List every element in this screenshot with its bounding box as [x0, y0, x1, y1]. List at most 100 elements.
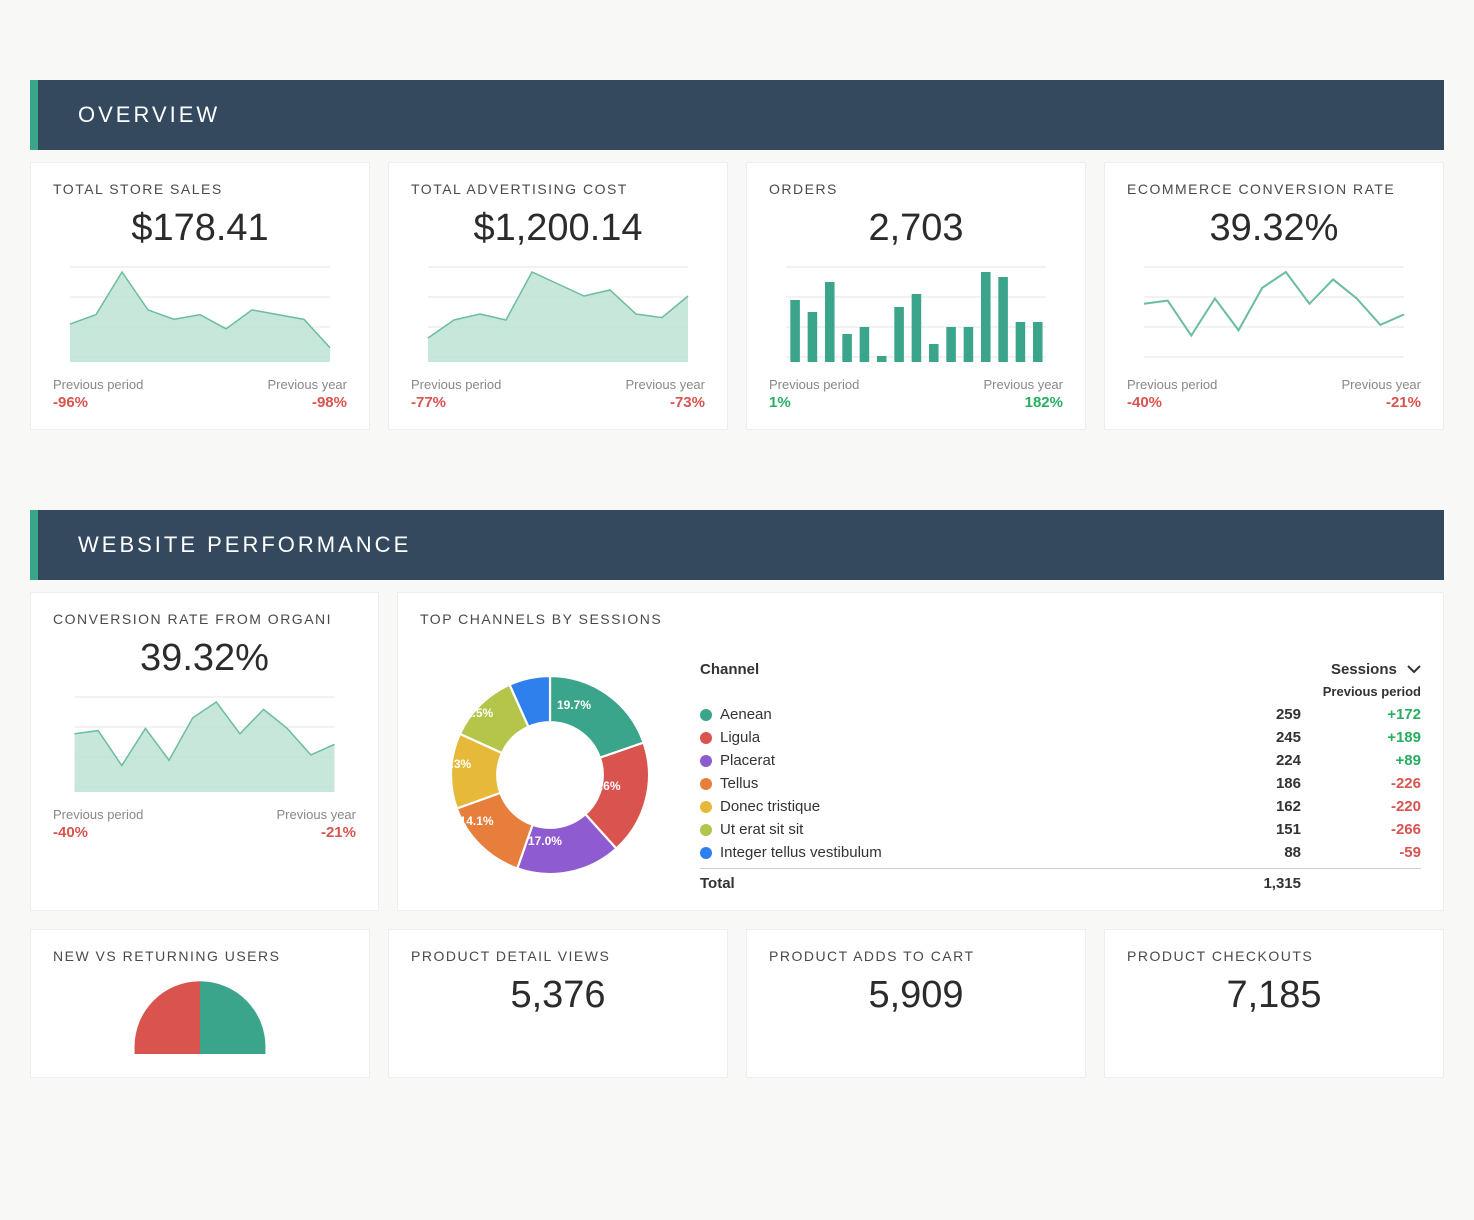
section-header-website: WEBSITE PERFORMANCE [30, 510, 1444, 580]
prev-period-label: Previous period [1127, 377, 1217, 392]
metric-card: TOTAL STORE SALES $178.41 Previous perio… [30, 162, 370, 430]
table-head: Channel Sessions [700, 657, 1421, 684]
sparkline-chart [53, 262, 347, 362]
donut-chart-wrap: 19.7%18.6%17.0%14.1%12.3%11.5% [420, 657, 680, 892]
total-label: Total [700, 875, 1211, 892]
prev-year-block: Previous year 182% [984, 377, 1063, 411]
prev-period-block: Previous period -40% [53, 807, 143, 841]
channel-name: Aenean [720, 706, 772, 723]
channel-delta: +189 [1301, 729, 1421, 746]
channel-name-cell: Ut erat sit sit [700, 821, 1211, 838]
prev-period-value: -77% [411, 394, 501, 411]
prev-period-value: 1% [769, 394, 859, 411]
compare-row: Previous period -40% Previous year -21% [53, 807, 356, 841]
metric-card: ECOMMERCE CONVERSION RATE 39.32% Previou… [1104, 162, 1444, 430]
channel-name-cell: Aenean [700, 706, 1211, 723]
channel-sessions: 162 [1211, 798, 1301, 815]
channel-delta: +89 [1301, 752, 1421, 769]
channel-name-cell: Integer tellus vestibulum [700, 844, 1211, 861]
prev-period-value: -96% [53, 394, 143, 411]
metric-card: PRODUCT DETAIL VIEWS5,376 [388, 929, 728, 1078]
prev-year-label: Previous year [626, 377, 705, 392]
metric-card: PRODUCT ADDS TO CART 5,909 [746, 929, 1086, 1078]
channel-name-cell: Placerat [700, 752, 1211, 769]
prev-year-value: -98% [312, 394, 347, 411]
channel-name-cell: Ligula [700, 729, 1211, 746]
card-value: 5,909 [769, 974, 1063, 1017]
donut-slice-label: 12.3% [437, 757, 471, 771]
card-title: PRODUCT DETAIL VIEWS [411, 948, 705, 964]
table-row[interactable]: Donec tristique 162 -220 [700, 795, 1421, 818]
card-title: ORDERS [769, 181, 1063, 197]
card-value: $1,200.14 [411, 207, 705, 250]
prev-year-block: Previous year -21% [1342, 377, 1421, 411]
card-title: TOTAL STORE SALES [53, 181, 347, 197]
donut-slice-label: 14.1% [460, 814, 494, 828]
sparkline-chart [769, 262, 1063, 362]
metric-card: PRODUCT CHECKOUTS7,185 [1104, 929, 1444, 1078]
prev-period-label: Previous period [53, 377, 143, 392]
prev-year-value: 182% [1025, 394, 1063, 411]
prev-period-block: Previous period -96% [53, 377, 143, 411]
compare-row: Previous period -77% Previous year -73% [411, 377, 705, 411]
website-row2: NEW VS RETURNING USERS PRODUCT DETAIL VI… [30, 929, 1444, 1078]
card-top-channels: TOP CHANNELS BY SESSIONS 19.7%18.6%17.0%… [397, 592, 1444, 911]
card-value: 7,185 [1127, 974, 1421, 1017]
legend-dot-icon [700, 778, 712, 790]
prev-year-label: Previous year [277, 807, 356, 822]
table-row[interactable]: Ligula 245 +189 [700, 726, 1421, 749]
card-title: NEW VS RETURNING USERS [53, 948, 347, 964]
channel-sessions: 88 [1211, 844, 1301, 861]
prev-year-label: Previous year [984, 377, 1063, 392]
channel-name-cell: Donec tristique [700, 798, 1211, 815]
pie-chart [53, 974, 347, 1054]
compare-row: Previous period -40% Previous year -21% [1127, 377, 1421, 411]
prev-period-label: Previous period [769, 377, 859, 392]
metric-card: NEW VS RETURNING USERS [30, 929, 370, 1078]
conversion-sparkline [53, 692, 356, 792]
prev-period-block: Previous period -77% [411, 377, 501, 411]
prev-period-label: Previous period [53, 807, 143, 822]
card-title: TOP CHANNELS BY SESSIONS [420, 611, 1421, 627]
compare-row: Previous period 1% Previous year 182% [769, 377, 1063, 411]
channel-sessions: 224 [1211, 752, 1301, 769]
metric-card: TOTAL ADVERTISING COST $1,200.14 Previou… [388, 162, 728, 430]
donut-slice-label: 17.0% [528, 834, 562, 848]
legend-dot-icon [700, 824, 712, 836]
legend-dot-icon [700, 847, 712, 859]
prev-year-label: Previous year [1342, 377, 1421, 392]
metric-card: ORDERS 2,703 Previous period 1% Previous… [746, 162, 1086, 430]
channel-sessions: 245 [1211, 729, 1301, 746]
channel-delta: -59 [1301, 844, 1421, 861]
prev-period-block: Previous period 1% [769, 377, 859, 411]
donut-slice-label: 19.7% [557, 698, 591, 712]
section-header-overview: OVERVIEW [30, 80, 1444, 150]
col-channel: Channel [700, 661, 759, 678]
donut-slice-label: 11.5% [460, 706, 493, 720]
channel-delta: -266 [1301, 821, 1421, 838]
subhead-prev: Previous period [700, 684, 1421, 703]
table-row[interactable]: Integer tellus vestibulum 88 -59 [700, 841, 1421, 864]
table-row[interactable]: Placerat 224 +89 [700, 749, 1421, 772]
channel-sessions: 186 [1211, 775, 1301, 792]
chevron-down-icon [1407, 664, 1421, 674]
card-title: PRODUCT ADDS TO CART [769, 948, 1063, 964]
channel-delta: -220 [1301, 798, 1421, 815]
channel-sessions: 259 [1211, 706, 1301, 723]
prev-year-label: Previous year [268, 377, 347, 392]
sparkline-chart [1127, 262, 1421, 362]
card-title: TOTAL ADVERTISING COST [411, 181, 705, 197]
channel-name-cell: Tellus [700, 775, 1211, 792]
card-title: CONVERSION RATE FROM ORGANI [53, 611, 356, 627]
legend-dot-icon [700, 755, 712, 767]
col-sessions[interactable]: Sessions [1331, 661, 1421, 678]
card-value: 39.32% [53, 637, 356, 680]
compare-row: Previous period -96% Previous year -98% [53, 377, 347, 411]
prev-year-value: -21% [321, 824, 356, 841]
prev-period-label: Previous period [411, 377, 501, 392]
table-row[interactable]: Aenean 259 +172 [700, 703, 1421, 726]
table-row[interactable]: Ut erat sit sit 151 -266 [700, 818, 1421, 841]
table-row[interactable]: Tellus 186 -226 [700, 772, 1421, 795]
card-value: $178.41 [53, 207, 347, 250]
prev-year-value: -21% [1386, 394, 1421, 411]
